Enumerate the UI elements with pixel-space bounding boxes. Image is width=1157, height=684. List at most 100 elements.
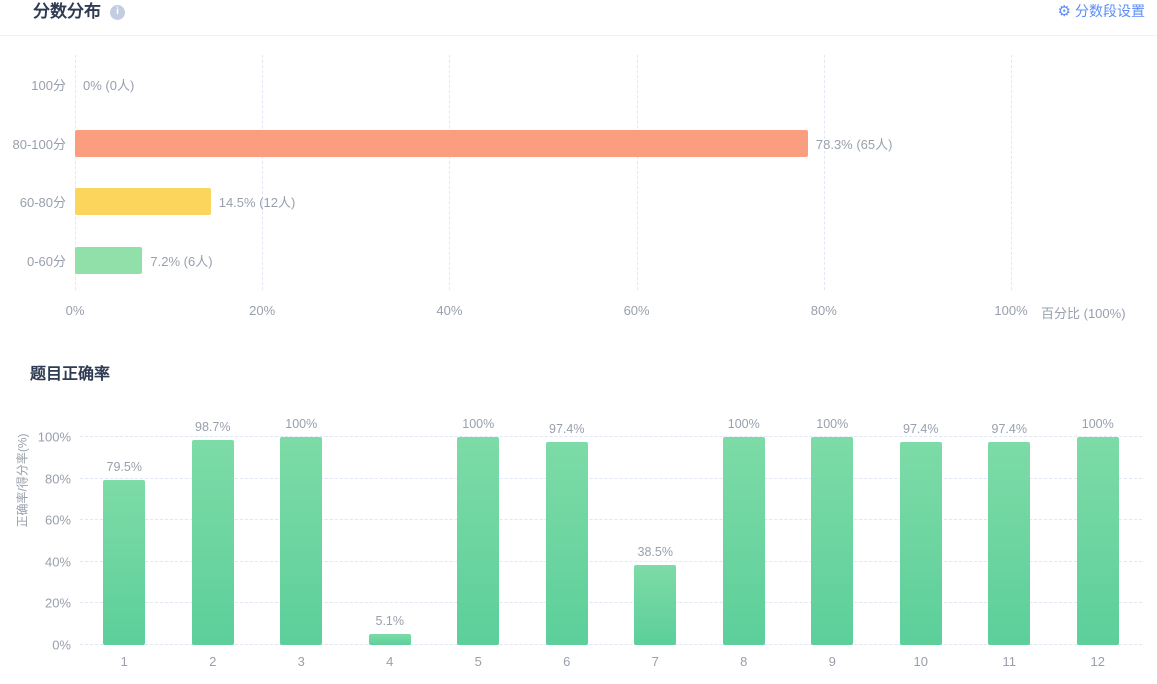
category-label: 60-80分 [19,195,66,211]
x-tick-label: 1 [120,654,128,669]
question-bar [457,437,500,645]
score-distribution-title-text: 分数分布 [33,2,101,21]
x-tick-label: 9 [828,654,836,669]
bar-value-label: 100% [727,417,760,431]
gridline [80,519,1142,521]
category-label: 0-60分 [26,254,66,270]
bar-value-label: 38.5% [637,544,673,559]
gridline [636,55,638,290]
score-band-row: 0-60分 7.2% (6人) [27,247,1011,275]
bar-value-label: 97.4% [991,422,1027,437]
y-tick-label: 100% [37,429,71,445]
score-range-settings-link[interactable]: ⚙ 分数段设置 [1058,0,1145,22]
score-band-bar [75,188,211,216]
x-tick-label: 20% [249,303,276,318]
question-bar [899,442,942,645]
gridline [80,560,1142,562]
bar-group: 38.5% 7 [611,437,700,669]
x-axis-title: 百分比 (100%) [1041,306,1126,321]
score-range-settings-label: 分数段设置 [1075,3,1145,19]
y-axis-title: 正确率/得分率(%) [15,433,30,528]
bar-value-label: 100% [285,417,318,431]
score-band-row: 60-80分 14.5% (12人) [20,188,1011,216]
bar-series: 79.5% 1 98.7% 2 100% 3 5.1% 4 100% 5 97.4% 6 38.5% 7 1… [80,417,1143,669]
bar-group: 5.1% 4 [346,437,435,669]
gridline [80,477,1142,479]
bar-value-label: 100% [1081,417,1114,431]
score-distribution-chart: 0% 20% 40% 60% 80% 100% 百分比 (100%) 100分 0% (0人) 8… [13,55,1126,321]
x-tick-label: 3 [297,654,305,669]
x-tick-label: 12 [1090,654,1105,669]
gridline [449,55,451,290]
x-tick-label: 8 [740,654,748,669]
bar-value-label: 7.2% (6人) [150,254,213,270]
bar-value-label: 97.4% [549,422,585,437]
bar-group: 97.4% 6 [523,422,612,669]
bar-group: 100% 5 [434,417,523,669]
question-bar [545,442,588,645]
x-tick-label: 6 [563,654,571,669]
gridline [262,55,264,290]
question-bar [634,564,677,645]
bar-value-label: 98.7% [195,419,231,434]
gridline [1011,55,1012,290]
x-tick-label: 0% [65,303,85,318]
question-accuracy-chart: 100% 80% 60% 40% 20% 0% 79.5% 1 98.7% 2 100% 3 5.1% 4… [38,417,1143,669]
gridline [80,602,1142,604]
question-bar [191,439,234,645]
gridline [823,55,825,290]
header: 分数分布 i ⚙ 分数段设置 [0,0,1157,36]
bar-value-label: 100% [462,417,495,431]
bar-value-label: 78.3% (65人) [815,136,893,152]
question-accuracy-section: 题目正确率 正确率/得分率(%) 100% 80% 60% 40% 20% 0% 79.5%… [0,350,1157,684]
bar-group: 100% 12 [1054,417,1143,669]
y-tick-label: 0% [52,637,71,653]
bar-value-label: 100% [816,417,849,431]
x-tick-label: 4 [386,654,394,669]
question-bar [722,437,765,645]
x-tick-label: 40% [436,303,463,318]
score-band-row: 80-100分 78.3% (65人) [13,129,1011,157]
bar-group: 97.4% 11 [965,422,1054,669]
bar-group: 100% 3 [257,417,346,669]
x-tick-label: 10 [913,654,928,669]
bar-group: 100% 9 [788,417,877,669]
score-band-bar [75,247,143,275]
x-tick-label: 11 [1002,654,1017,669]
bar-value-label: 97.4% [903,422,939,437]
question-bar [280,437,323,645]
bar-group: 100% 8 [700,417,789,669]
x-tick-label: 5 [474,654,482,669]
question-bar [103,479,146,645]
score-distribution-title: 分数分布 i [33,0,125,24]
bar-group: 98.7% 2 [169,420,258,669]
gridline [80,644,1142,645]
x-tick-label: 80% [810,303,837,318]
gear-icon: ⚙ [1057,2,1071,20]
gridline [75,55,76,290]
bar-group: 79.5% 1 [80,437,169,669]
bar-value-label: 5.1% [375,614,405,629]
info-icon[interactable]: i [110,4,125,20]
question-bar [1076,437,1119,645]
x-tick-label: 100% [994,303,1028,318]
gridline [80,436,1142,437]
score-band-row: 100分 0% (0人) [31,71,1011,98]
x-tick-label: 7 [651,654,659,669]
y-tick-label: 20% [44,595,71,611]
question-accuracy-title: 题目正确率 [30,366,111,383]
question-bar [368,634,411,645]
bar-value-label: 79.5% [106,459,142,474]
bar-group: 97.4% 10 [877,422,966,669]
bar-value-label: 14.5% (12人) [218,195,296,211]
x-tick-label: 2 [209,654,217,669]
question-bar [988,442,1031,645]
score-band-bar [75,129,808,157]
category-label: 100分 [31,77,66,93]
category-label: 80-100分 [12,136,66,152]
question-bar [811,437,854,645]
x-tick-label: 60% [623,303,650,318]
y-tick-label: 40% [44,554,71,570]
y-tick-label: 60% [44,512,71,528]
